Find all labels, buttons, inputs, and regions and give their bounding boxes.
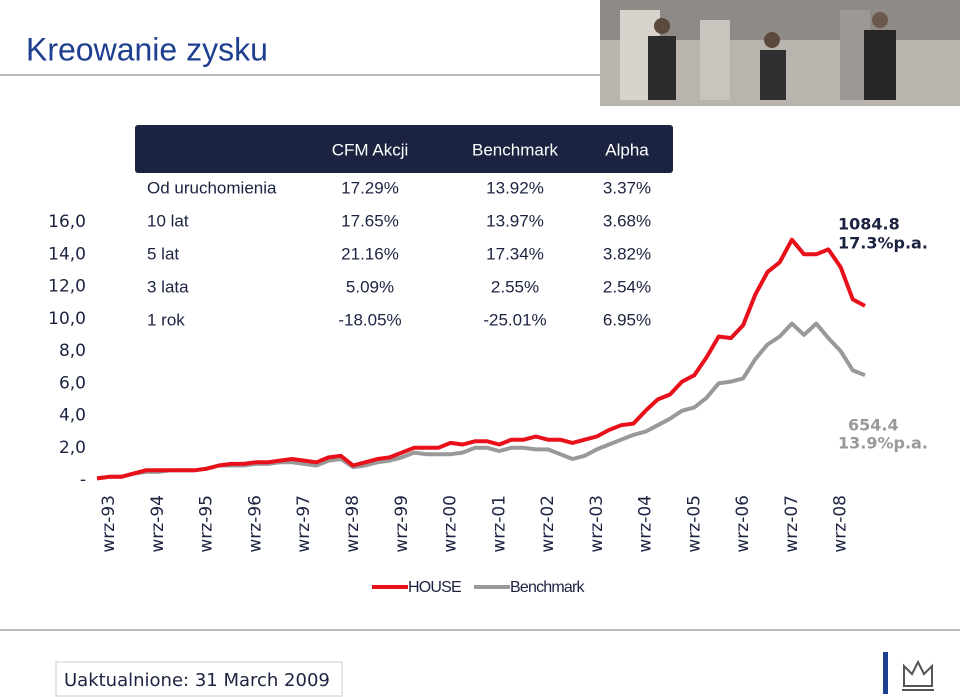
x-tick-label: wrz-98 [343, 495, 363, 553]
annotation: 1084.8 [838, 215, 900, 234]
x-tick-label: wrz-04 [636, 495, 656, 553]
table-row-label: Od uruchomienia [147, 178, 277, 197]
x-tick-label: wrz-93 [99, 495, 119, 553]
footer-box [55, 661, 343, 697]
x-tick-label: wrz-96 [245, 495, 265, 553]
x-tick-label: wrz-06 [733, 495, 753, 553]
y-tick-label: 2,0 [59, 438, 86, 458]
annotation: 654.4 [848, 416, 899, 435]
y-tick-label: 12,0 [48, 277, 86, 297]
table-header: CFM Akcji [332, 140, 409, 159]
x-tick-label: wrz-97 [294, 495, 314, 553]
footer-updated: Uaktualnione: 31 March 2009 [64, 670, 330, 691]
y-tick-label: 10,0 [48, 309, 86, 329]
x-tick-label: wrz-00 [441, 495, 461, 553]
x-tick-label: wrz-07 [782, 495, 802, 553]
table-cell: 17.34% [486, 244, 544, 263]
legend-label: HOUSE [408, 579, 461, 596]
series-line [96, 321, 866, 481]
table-cell: 5.09% [346, 277, 394, 296]
table-row-label: 5 lat [147, 244, 179, 263]
table-cell: 13.92% [486, 178, 544, 197]
table-cell: -18.05% [338, 310, 401, 329]
table-header: Benchmark [472, 140, 558, 159]
table-row-label: 3 lata [147, 277, 189, 296]
table-row-bg [135, 239, 673, 272]
table-row-bg [135, 173, 673, 206]
logo-crown [902, 659, 934, 691]
table-cell: 2.54% [603, 277, 651, 296]
table-cell: 3.82% [603, 244, 651, 263]
table-cell: 17.65% [341, 211, 399, 230]
logo-bar [883, 652, 888, 694]
photo [600, 0, 960, 106]
legend-label: Benchmark [510, 579, 586, 596]
title: Kreowanie zysku [26, 31, 268, 67]
table-cell: 21.16% [341, 244, 399, 263]
table-cell: 13.97% [486, 211, 544, 230]
table-cell: 3.37% [603, 178, 651, 197]
table-row-bg [135, 206, 673, 239]
x-tick-label: wrz-94 [148, 495, 168, 553]
table-cell: -25.01% [483, 310, 546, 329]
table-cell: 3.68% [603, 211, 651, 230]
y-tick-label: - [80, 470, 86, 490]
x-tick-label: wrz-03 [587, 495, 607, 553]
table-row-label: 1 rok [147, 310, 185, 329]
table-cell: 17.29% [341, 178, 399, 197]
y-tick-label: 14,0 [48, 244, 86, 264]
x-tick-label: wrz-05 [684, 495, 704, 553]
x-tick-label: wrz-99 [392, 495, 412, 553]
table-header-bg [135, 125, 673, 173]
annotation: 13.9%p.a. [838, 434, 928, 453]
table-header: Alpha [605, 140, 649, 159]
table-cell: 2.55% [491, 277, 539, 296]
table-row-label: 10 lat [147, 211, 189, 230]
x-tick-label: wrz-01 [489, 495, 509, 553]
table-row-bg [135, 305, 673, 338]
series-line [96, 237, 866, 481]
y-tick-label: 16,0 [48, 212, 86, 232]
y-tick-label: 6,0 [59, 373, 86, 393]
y-tick-label: 8,0 [59, 341, 86, 361]
table-row-bg [135, 272, 673, 305]
x-tick-label: wrz-02 [538, 495, 558, 553]
annotation: 17.3%p.a. [838, 234, 928, 253]
x-tick-label: wrz-08 [831, 495, 851, 553]
table-cell: 6.95% [603, 310, 651, 329]
y-tick-label: 4,0 [59, 406, 86, 426]
x-tick-label: wrz-95 [197, 495, 217, 553]
